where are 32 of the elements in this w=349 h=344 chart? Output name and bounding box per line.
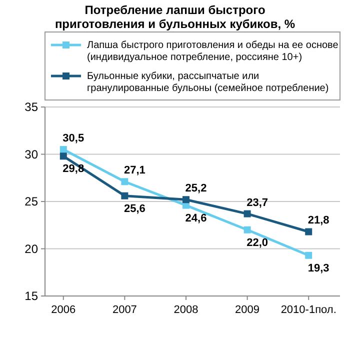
legend-label: Бульонные кубики, рассыпчатые или гранулированные бульоны (семейное потребление)	[87, 71, 329, 94]
x-tick-label: 2008	[174, 304, 198, 316]
y-tick-label: 15	[24, 289, 38, 304]
legend-label: Лапша быстрого приготовления и обеды на ее основе (индивидуальное потребление, россияне 10+)	[87, 40, 339, 63]
x-tick-label: 2009	[235, 304, 260, 316]
y-tick-label: 25	[24, 194, 38, 209]
x-tick-label: 2007	[112, 304, 137, 316]
x-tick-label: 2006	[51, 304, 76, 316]
x-tick-label: 2010-1пол.	[280, 304, 336, 316]
data-label: 19,3	[308, 262, 330, 274]
point	[244, 210, 251, 218]
point	[182, 196, 190, 204]
data-label: 25,6	[124, 202, 146, 215]
point	[305, 228, 312, 236]
chart-title: Потребление лапши быстрого приготовления и бульонных кубиков, %	[54, 3, 296, 31]
data-label: 21,8	[308, 214, 330, 227]
y-tick-label: 35	[24, 100, 38, 114]
point	[60, 146, 67, 154]
point	[305, 252, 312, 259]
y-tick-label: 20	[24, 242, 38, 256]
point	[60, 152, 67, 160]
data-label: 27,1	[124, 164, 146, 177]
y-tick-label: 30	[24, 147, 38, 162]
data-label: 30,5	[62, 132, 84, 145]
data-label: 25,2	[185, 182, 207, 195]
point	[121, 192, 128, 200]
point	[244, 226, 251, 234]
data-label: 29,8	[62, 163, 84, 176]
point	[121, 178, 128, 186]
data-label: 22,0	[246, 236, 268, 249]
data-label: 23,7	[246, 196, 268, 209]
data-label: 24,6	[185, 212, 207, 224]
